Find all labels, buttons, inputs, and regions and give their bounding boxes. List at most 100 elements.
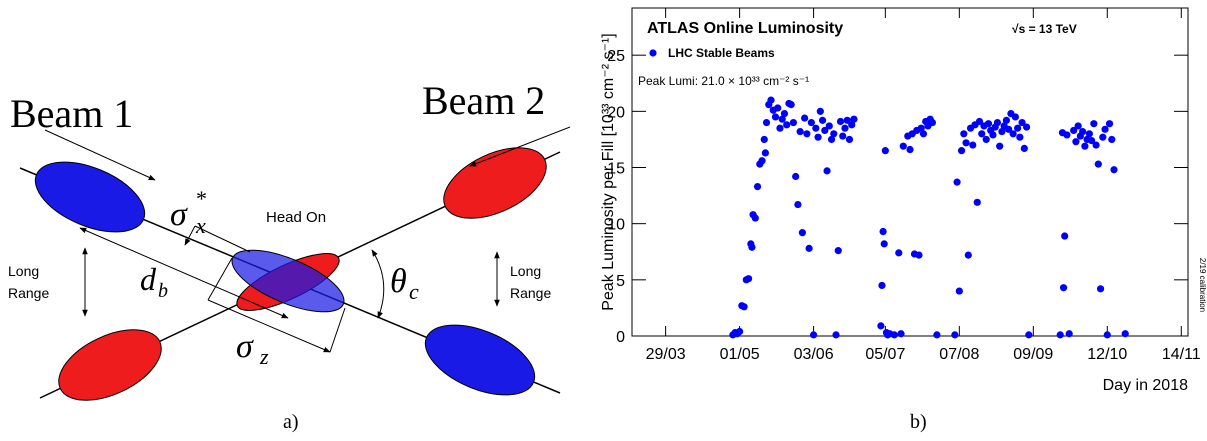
x-tick-label: 01/05 bbox=[720, 346, 760, 363]
data-point bbox=[1110, 166, 1118, 174]
data-point bbox=[1074, 122, 1082, 130]
data-point bbox=[878, 281, 886, 290]
data-point bbox=[1101, 125, 1109, 133]
data-point bbox=[774, 104, 782, 112]
data-point bbox=[744, 275, 753, 283]
data-point bbox=[736, 327, 744, 336]
diagram: Beam 1 Beam 2 Head On Long Range Long Ra… bbox=[8, 78, 571, 433]
data-point bbox=[1087, 136, 1096, 145]
data-point bbox=[890, 331, 898, 339]
data-point bbox=[832, 331, 840, 339]
data-point bbox=[879, 227, 887, 236]
data-point bbox=[792, 172, 800, 181]
sigma-z-dimension bbox=[207, 299, 331, 353]
data-point bbox=[1096, 285, 1105, 293]
sigma-x-dimension bbox=[184, 225, 196, 246]
data-point bbox=[917, 124, 925, 132]
data-point bbox=[906, 145, 914, 154]
data-point bbox=[962, 139, 970, 147]
data-point bbox=[1009, 130, 1017, 138]
long-range-label: Long bbox=[510, 263, 541, 279]
data-point bbox=[993, 118, 1002, 127]
chart: ATLAS Online Luminosity √s = 13 TeV Peak… bbox=[600, 7, 1207, 433]
data-point bbox=[982, 135, 990, 144]
beam1-label: Beam 1 bbox=[10, 91, 133, 136]
legend-label: LHC Stable Beams bbox=[668, 46, 775, 60]
data-point bbox=[960, 130, 968, 138]
data-point bbox=[816, 107, 824, 115]
beam2-arrow bbox=[469, 126, 571, 167]
data-point bbox=[969, 141, 977, 149]
data-point bbox=[753, 183, 762, 191]
data-point bbox=[839, 132, 847, 140]
data-point bbox=[850, 115, 858, 123]
data-point bbox=[776, 124, 784, 132]
beam2-label: Beam 2 bbox=[422, 78, 545, 123]
data-point bbox=[933, 331, 941, 339]
x-tick-label: 07/08 bbox=[939, 346, 979, 363]
y-axis-label: Peak Luminosity per Fill [10³³ cm⁻² s⁻¹] bbox=[600, 33, 617, 310]
data-point bbox=[801, 114, 809, 122]
data-point bbox=[881, 147, 889, 155]
data-point bbox=[1063, 131, 1071, 139]
x-tick-label: 03/06 bbox=[794, 346, 834, 363]
sigma-z-extent bbox=[207, 257, 233, 301]
data-point bbox=[1056, 331, 1064, 339]
data-point bbox=[1005, 125, 1013, 133]
data-point bbox=[880, 240, 888, 248]
data-point bbox=[761, 149, 769, 157]
crossing-angle-arc bbox=[371, 249, 385, 319]
data-point bbox=[825, 122, 833, 130]
data-point bbox=[796, 127, 804, 136]
data-point bbox=[975, 117, 984, 126]
data-point bbox=[843, 116, 851, 124]
y-tick-label: 15 bbox=[607, 161, 625, 178]
data-point bbox=[1059, 284, 1068, 292]
data-point bbox=[1022, 123, 1031, 131]
data-point bbox=[1002, 116, 1011, 124]
data-point bbox=[836, 117, 845, 126]
data-point bbox=[812, 124, 820, 132]
data-point bbox=[1065, 330, 1073, 338]
data-point bbox=[1061, 232, 1069, 240]
data-point bbox=[1020, 144, 1028, 153]
long-range-label: Long bbox=[8, 263, 39, 279]
data-point bbox=[789, 118, 798, 127]
beam1-arrow bbox=[44, 129, 156, 181]
db-dimension bbox=[79, 227, 289, 319]
data-point bbox=[897, 330, 905, 338]
data-point bbox=[1011, 113, 1019, 121]
sigma-x-symbol: σ bbox=[170, 196, 188, 233]
data-point bbox=[1014, 124, 1022, 132]
data-point bbox=[1070, 126, 1078, 135]
data-point bbox=[899, 142, 907, 150]
long-range-label: Range bbox=[510, 285, 551, 301]
head-on-label: Head On bbox=[266, 209, 326, 226]
data-point bbox=[964, 251, 972, 259]
y-tick-label: 5 bbox=[616, 273, 625, 290]
data-point bbox=[953, 178, 961, 186]
chart-title: ATLAS Online Luminosity bbox=[647, 20, 843, 37]
sigma-z-symbol: σ bbox=[236, 328, 254, 365]
sigma-x-sub: x bbox=[195, 213, 206, 238]
data-point bbox=[787, 101, 795, 109]
legend-marker bbox=[649, 49, 657, 57]
annotation: Peak Lumi: 21.0 × 10³³ cm⁻² s⁻¹ bbox=[638, 74, 809, 88]
db-sub: b bbox=[158, 280, 168, 302]
data-point bbox=[919, 130, 928, 138]
beam1-bunch bbox=[424, 324, 536, 396]
calibration-note: 2/19 calibration bbox=[1198, 258, 1207, 312]
db-symbol: d bbox=[140, 261, 157, 297]
data-point bbox=[1072, 138, 1080, 146]
data-point bbox=[951, 331, 959, 339]
panel-label: a) bbox=[283, 411, 299, 433]
x-tick-label: 29/03 bbox=[646, 346, 686, 363]
long-range-label: Range bbox=[8, 285, 49, 301]
data-point bbox=[841, 124, 849, 132]
data-point bbox=[783, 121, 791, 129]
data-point bbox=[834, 247, 842, 255]
data-point bbox=[827, 135, 836, 144]
sigma-z-sub: z bbox=[259, 344, 269, 369]
x-tick-label: 12/10 bbox=[1087, 346, 1127, 363]
